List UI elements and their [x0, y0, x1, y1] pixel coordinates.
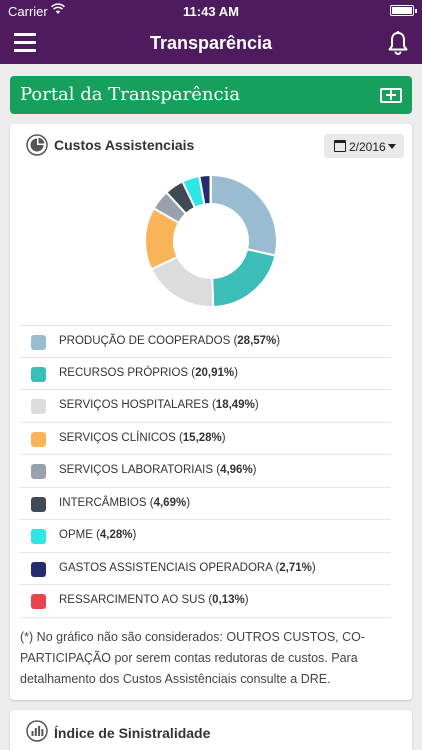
legend-category: PRODUÇÃO DE COOPERADOS	[59, 335, 231, 347]
bar-chart-icon	[26, 720, 48, 742]
legend-category: SERVIÇOS HOSPITALARES	[59, 399, 209, 411]
legend-swatch	[31, 496, 46, 512]
legend-item: SERVIÇOS LABORATORIAIS (4,96%)	[20, 455, 391, 488]
costs-card-title: Custos Assistenciais	[54, 137, 195, 153]
sinistralidade-card-title: Índice de Sinistralidade	[54, 725, 211, 741]
donut-slice	[211, 248, 277, 308]
chart-legend: PRODUÇÃO DE COOPERADOS (28,57%) RECURSOS …	[20, 325, 391, 618]
legend-swatch	[31, 529, 46, 544]
period-value: 2/2016	[349, 140, 386, 154]
legend-label: GASTOS ASSISTENCIAIS OPERADORA (2,71%)	[59, 561, 316, 574]
legend-category: SERVIÇOS LABORATORIAIS	[59, 464, 214, 476]
legend-percent: 4,28%	[99, 529, 133, 541]
legend-percent: 20,91%	[195, 366, 235, 379]
legend-category: RECURSOS PRÓPRIOS	[59, 366, 189, 379]
legend-label: SERVIÇOS CLÍNICOS (15,28%)	[59, 431, 226, 444]
legend-category: GASTOS ASSISTENCIAIS OPERADORA	[59, 561, 273, 574]
legend-category: SERVIÇOS CLÍNICOS	[59, 431, 176, 444]
legend-item: PRODUÇÃO DE COOPERADOS (28,57%)	[20, 325, 391, 358]
wifi-icon	[51, 3, 65, 14]
period-dropdown[interactable]: 2/2016	[324, 134, 404, 158]
legend-label: RESSARCIMENTO AO SUS (0,13%)	[59, 594, 249, 606]
legend-item: RESSARCIMENTO AO SUS (0,13%)	[20, 585, 391, 618]
legend-item: INTERCÂMBIOS (4,69%)	[20, 488, 391, 520]
legend-item: GASTOS ASSISTENCIAIS OPERADORA (2,71%)	[20, 553, 391, 585]
carrier-label: Carrier	[8, 4, 48, 19]
legend-swatch	[31, 335, 46, 350]
costs-card: Custos Assistenciais 2/2016 PRODUÇÃO DE …	[10, 124, 412, 700]
legend-label: PRODUÇÃO DE COOPERADOS (28,57%)	[59, 335, 281, 347]
legend-item: SERVIÇOS CLÍNICOS (15,28%)	[20, 423, 391, 455]
legend-category: RESSARCIMENTO AO SUS	[59, 594, 206, 606]
legend-label: RECURSOS PRÓPRIOS (20,91%)	[59, 366, 238, 379]
clock: 11:43 AM	[183, 4, 239, 19]
legend-category: OPME	[59, 529, 93, 541]
caret-down-icon	[388, 144, 396, 149]
battery-icon	[390, 5, 417, 16]
legend-percent: 15,28%	[182, 431, 222, 444]
donut-slice	[209, 173, 212, 206]
pie-chart-icon	[26, 134, 48, 156]
expand-plus-icon[interactable]	[380, 88, 402, 103]
legend-percent: 28,57%	[237, 335, 277, 347]
legend-percent: 4,69%	[153, 496, 187, 509]
costs-card-header: Custos Assistenciais 2/2016	[10, 124, 412, 168]
navbar: Transparência	[0, 22, 422, 64]
sinistralidade-card-header: Índice de Sinistralidade	[10, 710, 412, 750]
legend-swatch	[31, 431, 46, 447]
legend-label: INTERCÂMBIOS (4,69%)	[59, 496, 191, 509]
legend-swatch	[31, 366, 46, 382]
legend-percent: 2,71%	[279, 561, 312, 574]
legend-label: SERVIÇOS HOSPITALARES (18,49%)	[59, 399, 259, 411]
chart-footnote: (*) No gráfico não são considerados: OUT…	[20, 630, 366, 686]
sinistralidade-card[interactable]: Índice de Sinistralidade	[10, 710, 412, 750]
page-title: Transparência	[149, 33, 273, 53]
legend-percent: 0,13%	[212, 594, 245, 606]
legend-item: OPME (4,28%)	[20, 520, 391, 553]
legend-percent: 18,49%	[215, 399, 255, 411]
calendar-icon	[334, 140, 346, 152]
portal-title: Portal da Transparência	[20, 84, 241, 105]
donut-chart	[144, 173, 278, 308]
bell-icon[interactable]	[386, 30, 410, 56]
legend-category: INTERCÂMBIOS	[59, 496, 147, 509]
hamburger-menu-icon[interactable]	[14, 33, 36, 53]
legend-swatch	[31, 561, 46, 577]
status-bar: Carrier 11:43 AM	[0, 0, 422, 22]
legend-label: SERVIÇOS LABORATORIAIS (4,96%)	[59, 464, 257, 476]
legend-item: SERVIÇOS HOSPITALARES (18,49%)	[20, 390, 391, 423]
legend-item: RECURSOS PRÓPRIOS (20,91%)	[20, 358, 391, 390]
legend-percent: 4,96%	[220, 464, 253, 476]
donut-slice	[210, 173, 278, 257]
legend-swatch	[31, 464, 46, 479]
legend-label: OPME (4,28%)	[59, 529, 137, 541]
portal-header[interactable]: Portal da Transparência	[10, 76, 412, 114]
legend-swatch	[31, 594, 46, 609]
legend-swatch	[31, 399, 46, 414]
